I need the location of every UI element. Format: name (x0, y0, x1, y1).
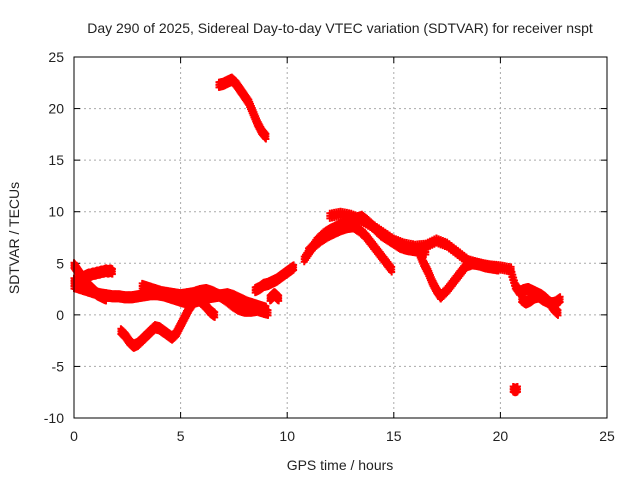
data-series (251, 261, 298, 297)
data-series (117, 292, 219, 352)
y-tick-label: 10 (48, 204, 64, 220)
x-tick-label: 5 (177, 428, 185, 444)
data-series (138, 279, 272, 319)
data-points (70, 73, 564, 397)
data-point (211, 308, 219, 316)
grid-lines (74, 57, 607, 418)
data-series (518, 290, 564, 310)
y-tick-label: -5 (52, 358, 65, 374)
x-tick-label: 25 (599, 428, 615, 444)
data-series (266, 288, 283, 305)
data-point (556, 293, 564, 301)
y-tick-label: 0 (56, 307, 64, 323)
y-axis-title: SDTVAR / TECUs (6, 182, 22, 294)
data-point (264, 306, 272, 314)
x-tick-label: 0 (70, 428, 78, 444)
data-series (305, 220, 396, 276)
axis-ticks (73, 56, 608, 419)
data-point (290, 261, 298, 269)
y-tick-label: -10 (44, 410, 64, 426)
data-point (262, 130, 270, 138)
x-tick-label: 15 (386, 428, 402, 444)
y-tick-label: 25 (48, 49, 64, 65)
data-series (215, 73, 270, 143)
data-point (554, 306, 562, 314)
plot-frame (73, 56, 608, 419)
tick-labels: 0 5 10 15 20 25 -10 -5 0 5 10 15 20 25 (44, 49, 615, 444)
y-tick-label: 15 (48, 152, 64, 168)
x-tick-label: 10 (279, 428, 295, 444)
data-point (108, 265, 116, 273)
x-tick-label: 20 (493, 428, 509, 444)
data-point (494, 262, 502, 270)
data-series (509, 383, 521, 397)
data-series (437, 257, 502, 303)
data-point (513, 383, 521, 391)
y-tick-label: 5 (56, 255, 64, 271)
chart-title: Day 290 of 2025, Sidereal Day-to-day VTE… (87, 20, 593, 36)
data-point (275, 292, 283, 300)
y-tick-label: 20 (48, 101, 64, 117)
data-point (388, 263, 396, 271)
x-axis-title: GPS time / hours (287, 457, 394, 473)
